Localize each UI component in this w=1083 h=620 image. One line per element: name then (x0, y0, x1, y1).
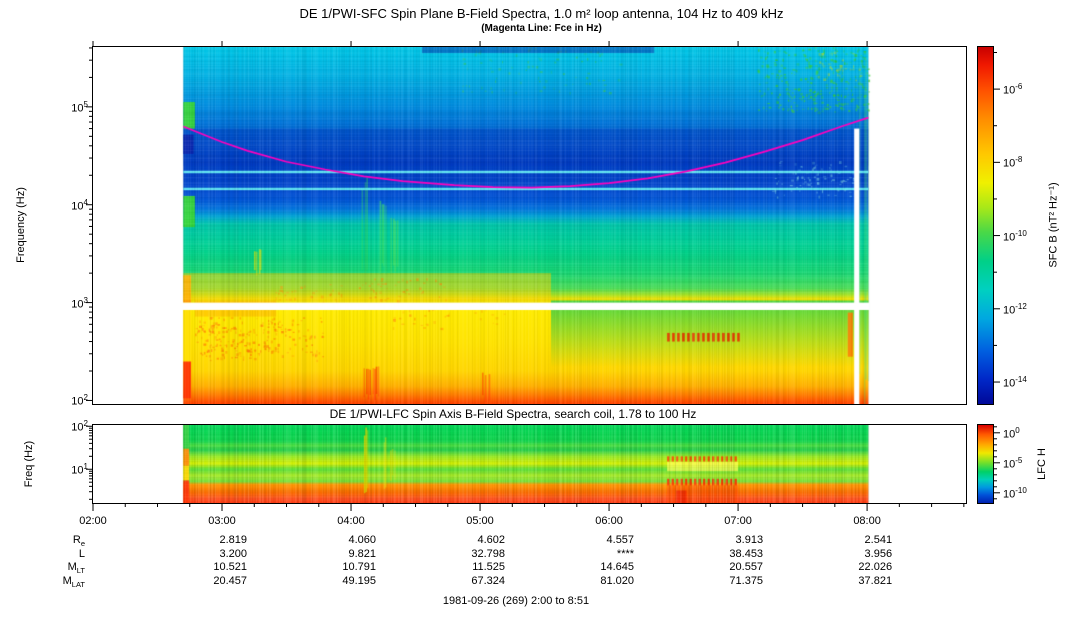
lfc-y-tick-label: 102 (71, 419, 88, 434)
ephemeris-value: 37.821 (858, 575, 893, 587)
ephemeris-row-label: Re (72, 534, 85, 549)
ephemeris-value: 22.026 (858, 561, 893, 573)
ephemeris-value: **** (616, 547, 635, 560)
sfc-subtitle: (Magenta Line: Fce in Hz) (481, 23, 602, 34)
lfc-y-tick-label: 101 (71, 462, 88, 477)
lfc-colorbar-tick-label: 100 (1003, 425, 1020, 441)
ephemeris-value: 2.541 (864, 534, 893, 546)
ephemeris-value: 10.791 (342, 561, 377, 573)
sfc-colorbar-tick-label: 10-6 (1003, 82, 1023, 97)
ephemeris-value: 4.060 (348, 534, 377, 546)
x-axis-time-label: 05:00 (466, 515, 494, 527)
sfc-y-tick-label: 104 (71, 197, 88, 213)
sfc-y-tick-label: 102 (71, 393, 88, 409)
ephemeris-value: 67.324 (471, 575, 506, 587)
x-axis-time-label: 02:00 (79, 515, 107, 527)
ephemeris-value: 9.821 (348, 547, 377, 560)
lfc-colorbar-tick-label: 10-5 (1003, 455, 1023, 471)
lfc-colorbar-tick-label: 10-10 (1003, 485, 1027, 501)
ephemeris-value: 10.521 (213, 561, 247, 573)
ephemeris-value: 3.200 (219, 547, 247, 560)
lfc-spectrogram-canvas (93, 425, 966, 503)
sfc-colorbar-tick-label: 10-10 (1003, 228, 1027, 244)
ephemeris-row-label: MLAT (62, 575, 85, 590)
x-axis-time-label: 08:00 (853, 515, 881, 527)
sfc-colorbar-tick-label: 10-12 (1003, 301, 1027, 317)
ephemeris-value: 71.375 (729, 575, 764, 587)
sfc-colorbar-label: SFC B (nT² Hz⁻¹) (1047, 182, 1060, 268)
x-axis-time-label: 04:00 (337, 515, 365, 527)
sfc-y-tick-label: 103 (71, 295, 88, 311)
ephemeris-row-label: L (78, 547, 85, 560)
sfc-colorbar-tick-label: 10-8 (1003, 155, 1023, 170)
sfc-spectrogram-panel (92, 46, 967, 405)
lfc-y-axis-label: Freq (Hz) (23, 440, 35, 488)
ephemeris-value: 2.819 (219, 534, 247, 546)
x-axis-time-label: 03:00 (208, 515, 236, 527)
ephemeris-value: 49.195 (342, 575, 377, 587)
sfc-colorbar (977, 46, 994, 405)
ephemeris-value: 3.956 (864, 547, 893, 560)
ephemeris-value: 14.645 (600, 561, 635, 573)
ephemeris-value: 32.798 (471, 547, 506, 560)
ephemeris-value: 11.525 (472, 561, 506, 573)
sfc-y-tick-label: 105 (71, 99, 88, 115)
lfc-colorbar (977, 424, 994, 504)
ephemeris-value: 3.913 (735, 534, 764, 546)
sfc-spectrogram-canvas (93, 47, 966, 404)
ephemeris-value: 81.020 (600, 575, 635, 587)
ephemeris-value: 20.557 (729, 561, 764, 573)
sfc-y-axis-label: Frequency (Hz) (15, 187, 27, 263)
lfc-spectrogram-panel (92, 424, 967, 504)
ephemeris-row-label: MLT (67, 561, 85, 576)
sfc-title: DE 1/PWI-SFC Spin Plane B-Field Spectra,… (299, 6, 784, 21)
ephemeris-value: 38.453 (729, 547, 764, 560)
lfc-title: DE 1/PWI-LFC Spin Axis B-Field Spectra, … (329, 407, 697, 421)
x-axis-time-label: 07:00 (724, 515, 752, 527)
sfc-colorbar-tick-label: 10-14 (1003, 375, 1027, 390)
ephemeris-value: 20.457 (213, 575, 247, 587)
ephemeris-value: 4.602 (477, 534, 506, 546)
footer-date-range: 1981-09-26 (269) 2:00 to 8:51 (442, 595, 590, 607)
ephemeris-value: 4.557 (606, 534, 635, 546)
x-axis-time-label: 06:00 (595, 515, 623, 527)
